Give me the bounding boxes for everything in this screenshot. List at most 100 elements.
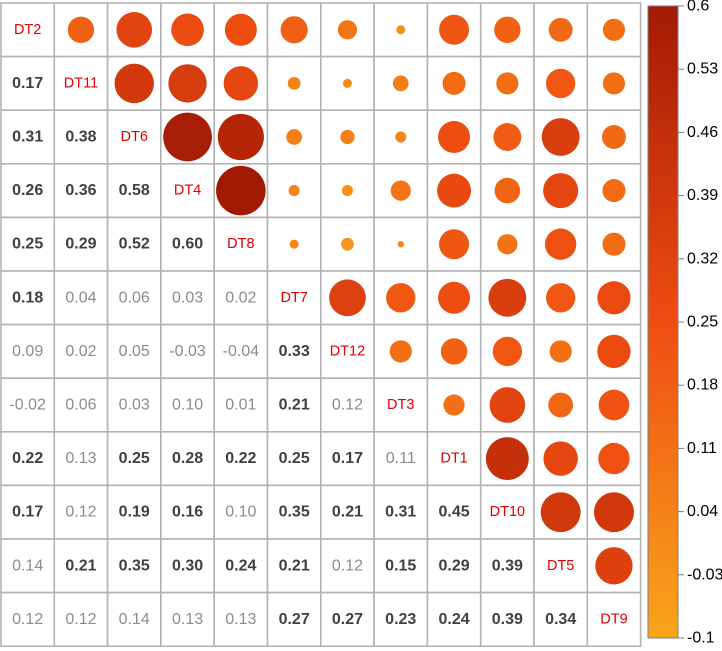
correlation-circle xyxy=(216,165,266,216)
cell-border xyxy=(0,323,56,380)
cell-border xyxy=(373,2,429,58)
correlation-value: 0.58 xyxy=(119,182,150,199)
cell-border xyxy=(213,216,269,272)
correlation-value: 0.25 xyxy=(12,236,43,253)
cell-border xyxy=(266,430,322,487)
correlation-circle xyxy=(598,442,630,475)
colorbar-tick-label: 0.25 xyxy=(687,314,718,331)
cell-border xyxy=(0,377,56,433)
correlation-circle xyxy=(386,283,416,313)
cell-border xyxy=(53,216,109,272)
variable-label: DT4 xyxy=(174,183,201,199)
correlation-circle xyxy=(329,279,366,317)
correlation-value: 0.45 xyxy=(438,504,469,521)
colorbar-tick-label: 0.6 xyxy=(687,0,709,15)
colorbar-tick-label: 0.18 xyxy=(687,377,718,394)
cell-border xyxy=(319,591,375,647)
correlation-circle xyxy=(497,234,518,255)
correlation-circle xyxy=(337,20,358,40)
correlation-circle xyxy=(439,229,470,260)
cell-border xyxy=(266,591,322,647)
correlation-circle xyxy=(168,64,207,103)
correlation-circle xyxy=(287,77,301,90)
correlation-circle xyxy=(548,17,573,42)
variable-label: DT8 xyxy=(227,236,254,252)
variable-label: DT2 xyxy=(14,22,41,38)
colorbar-tick-label: 0.39 xyxy=(687,187,718,204)
correlation-circle xyxy=(602,72,626,95)
correlation-circle xyxy=(541,118,580,156)
cell-border xyxy=(160,484,215,540)
correlation-circle xyxy=(440,338,468,365)
correlation-circle xyxy=(397,241,404,248)
correlation-value: 0.35 xyxy=(279,504,310,521)
correlation-value: 0.06 xyxy=(65,397,96,414)
correlation-circle xyxy=(543,173,579,209)
cell-border xyxy=(479,591,535,647)
variable-label: DT7 xyxy=(280,290,307,306)
correlation-value: 0.10 xyxy=(172,397,203,414)
cell-border xyxy=(160,323,215,380)
cell-border xyxy=(266,323,322,380)
correlation-circle xyxy=(342,78,352,88)
cell-border xyxy=(586,591,642,647)
correlation-value: 0.31 xyxy=(385,504,416,521)
correlation-circle xyxy=(288,185,300,197)
correlation-circle xyxy=(286,129,302,145)
correlation-value: 0.60 xyxy=(172,236,203,253)
correlation-value: 0.24 xyxy=(225,557,256,574)
cell-border xyxy=(0,538,56,594)
correlation-value: 0.25 xyxy=(119,450,150,467)
cell-border xyxy=(266,538,322,594)
cell-border xyxy=(373,430,429,487)
correlation-circle xyxy=(597,281,631,315)
cell-border xyxy=(373,484,429,540)
correlation-value: 0.29 xyxy=(438,557,469,574)
correlation-value: 0.10 xyxy=(225,504,256,521)
correlation-circle xyxy=(438,121,471,153)
correlation-circle xyxy=(396,25,406,35)
correlation-circle xyxy=(439,14,470,45)
colorbar-tick-label: 0.46 xyxy=(687,124,718,141)
correlation-value: 0.39 xyxy=(492,611,523,628)
correlation-circle xyxy=(443,394,465,416)
correlation-value: -0.03 xyxy=(169,343,206,360)
color-legend: 0.6 0.53 0.46 0.39 0.32 0.25 0.18 0.11 0.04 -0.03… xyxy=(647,0,722,647)
correlation-circle xyxy=(395,131,407,143)
correlation-circle xyxy=(602,232,626,256)
cell-border xyxy=(213,323,269,380)
correlation-value: 0.21 xyxy=(332,504,363,521)
correlation-value: 0.31 xyxy=(12,129,43,146)
correlation-circle xyxy=(116,11,153,48)
correlation-value: 0.27 xyxy=(332,611,363,628)
cell-border xyxy=(106,377,162,433)
correlation-value: 0.24 xyxy=(438,611,469,628)
correlation-value: 0.34 xyxy=(545,611,576,628)
cell-border xyxy=(319,430,375,487)
cell-border xyxy=(160,377,215,433)
correlation-circle xyxy=(544,228,577,260)
correlation-circle xyxy=(597,334,631,369)
correlation-value: 0.05 xyxy=(119,343,150,360)
correlation-circle xyxy=(598,389,630,421)
correlation-circle xyxy=(545,283,576,313)
correlation-circle xyxy=(223,66,259,101)
correlation-circle xyxy=(442,71,466,95)
correlation-circle xyxy=(493,123,522,151)
correlation-value: 0.16 xyxy=(172,504,203,521)
correlation-value: 0.12 xyxy=(332,397,363,414)
cell-border xyxy=(53,591,109,647)
correlation-circle xyxy=(494,177,521,204)
correlation-value: 0.03 xyxy=(172,289,203,306)
correlation-circle xyxy=(601,125,626,149)
correlation-circle xyxy=(485,437,529,481)
correlation-circle xyxy=(171,13,204,47)
correlation-value: -0.04 xyxy=(223,343,260,360)
correlation-value: 0.17 xyxy=(332,450,363,467)
cell-border xyxy=(53,430,109,487)
correlation-circle xyxy=(548,392,574,418)
variable-label: DT6 xyxy=(121,129,148,145)
colorbar-tick-label: 0.53 xyxy=(687,61,718,78)
colorbar-tick-label: -0.1 xyxy=(687,630,715,647)
cell-border xyxy=(479,55,535,111)
